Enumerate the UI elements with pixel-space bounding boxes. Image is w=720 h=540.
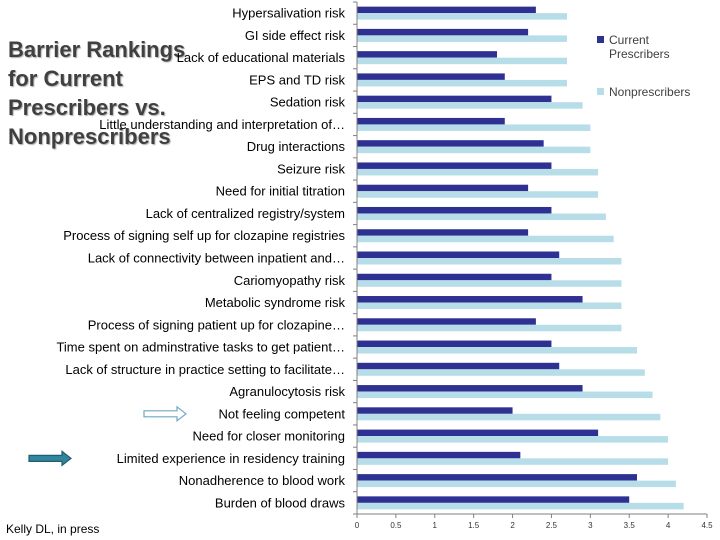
bar-group bbox=[357, 6, 684, 510]
x-tick-label: 1.5 bbox=[468, 521, 480, 530]
bar-current-prescribers-burden-of-blood-draws bbox=[357, 496, 630, 503]
bar-current-prescribers-process-of-signing-self-up-for-clozapine-registries bbox=[357, 229, 529, 236]
legend-swatch-nonprescribers bbox=[597, 88, 604, 95]
arrow-icon-not-feeling-competent bbox=[143, 405, 187, 423]
category-label-lack-of-structure-in-practice-setting-to-facilitate: Lack of structure in practice setting to… bbox=[65, 362, 345, 377]
category-label-nonadherence-to-blood-work: Nonadherence to blood work bbox=[179, 473, 346, 488]
bar-nonprescribers-lack-of-connectivity-between-inpatient-and bbox=[357, 258, 622, 265]
bar-current-prescribers-need-for-initial-titration bbox=[357, 184, 529, 192]
bar-nonprescribers-burden-of-blood-draws bbox=[357, 502, 684, 510]
bar-current-prescribers-process-of-signing-patient-up-for-clozapine bbox=[357, 318, 536, 325]
category-label-seizure-risk: Seizure risk bbox=[277, 161, 345, 176]
bar-current-prescribers-lack-of-structure-in-practice-setting-to-facilitate bbox=[357, 362, 560, 370]
x-tick-label: 0.5 bbox=[390, 521, 402, 530]
bar-current-prescribers-drug-interactions bbox=[357, 140, 544, 147]
bar-nonprescribers-hypersalivation-risk bbox=[357, 13, 567, 20]
bar-nonprescribers-lack-of-structure-in-practice-setting-to-facilitate bbox=[357, 369, 645, 376]
category-label-agranulocytosis-risk: Agranulocytosis risk bbox=[229, 384, 345, 399]
category-label-burden-of-blood-draws: Burden of blood draws bbox=[215, 495, 346, 510]
bar-current-prescribers-sedation-risk bbox=[357, 95, 552, 103]
x-tick-label: 3.5 bbox=[624, 521, 636, 530]
bar-nonprescribers-drug-interactions bbox=[357, 146, 591, 154]
category-label-time-spent-on-adminstrative-tasks-to-get-patient: Time spent on adminstrative tasks to get… bbox=[56, 340, 345, 355]
bar-nonprescribers-metabolic-syndrome-risk bbox=[357, 302, 622, 310]
category-label-lack-of-educational-materials: Lack of educational materials bbox=[177, 50, 346, 65]
bar-current-prescribers-time-spent-on-adminstrative-tasks-to-get-patient bbox=[357, 340, 552, 348]
bar-current-prescribers-lack-of-educational-materials bbox=[357, 51, 497, 58]
bar-nonprescribers-gi-side-effect-risk bbox=[357, 35, 567, 42]
category-label-metabolic-syndrome-risk: Metabolic syndrome risk bbox=[205, 295, 346, 310]
bar-current-prescribers-need-for-closer-monitoring bbox=[357, 429, 599, 437]
source-credit: Kelly DL, in press bbox=[6, 522, 100, 536]
category-label-process-of-signing-self-up-for-clozapine-registries: Process of signing self up for clozapine… bbox=[63, 228, 345, 243]
bar-nonprescribers-cariomyopathy-risk bbox=[357, 280, 622, 287]
category-label-gi-side-effect-risk: GI side effect risk bbox=[245, 28, 346, 43]
bar-nonprescribers-sedation-risk bbox=[357, 102, 583, 109]
x-tick-label: 2.5 bbox=[546, 521, 558, 530]
bar-nonprescribers-limited-experience-in-residency-training bbox=[357, 458, 669, 465]
bar-current-prescribers-cariomyopathy-risk bbox=[357, 273, 552, 281]
bar-current-prescribers-hypersalivation-risk bbox=[357, 6, 536, 14]
category-labels: Hypersalivation risk GI side effect risk L… bbox=[56, 6, 345, 511]
bar-nonprescribers-process-of-signing-patient-up-for-clozapine bbox=[357, 324, 622, 332]
legend-swatch-current-prescribers bbox=[597, 36, 604, 43]
category-label-eps-and-td-risk: EPS and TD risk bbox=[249, 72, 345, 87]
slide-title: Barrier Rankings for Current Prescribers… bbox=[8, 37, 186, 149]
bar-current-prescribers-metabolic-syndrome-risk bbox=[357, 296, 583, 303]
bar-current-prescribers-eps-and-td-risk bbox=[357, 73, 505, 80]
bar-nonprescribers-eps-and-td-risk bbox=[357, 79, 567, 87]
arrow-icon-limited-experience-in-residency-training bbox=[28, 450, 72, 467]
category-label-little-understanding-and-interpretation-of: Little understanding and interpretation … bbox=[99, 117, 345, 132]
bar-current-prescribers-limited-experience-in-residency-training bbox=[357, 451, 521, 459]
bar-nonprescribers-process-of-signing-self-up-for-clozapine-registries bbox=[357, 235, 614, 243]
x-tick-label: 4 bbox=[666, 521, 671, 530]
bar-nonprescribers-need-for-initial-titration bbox=[357, 191, 599, 198]
category-label-need-for-initial-titration: Need for initial titration bbox=[216, 184, 345, 199]
bar-current-prescribers-nonadherence-to-blood-work bbox=[357, 474, 637, 481]
legend-label-nonprescribers: Nonprescribers bbox=[609, 85, 690, 99]
category-label-limited-experience-in-residency-training: Limited experience in residency training bbox=[117, 451, 345, 466]
bar-current-prescribers-lack-of-connectivity-between-inpatient-and bbox=[357, 251, 560, 258]
category-label-sedation-risk: Sedation risk bbox=[270, 95, 346, 110]
x-tick-label: 3 bbox=[588, 521, 593, 530]
x-tick-label: 0 bbox=[355, 521, 360, 530]
category-label-drug-interactions: Drug interactions bbox=[247, 139, 346, 154]
bar-nonprescribers-need-for-closer-monitoring bbox=[357, 436, 669, 443]
bar-nonprescribers-nonadherence-to-blood-work bbox=[357, 480, 676, 488]
x-tick-label: 4.5 bbox=[701, 521, 713, 530]
legend-label-current-prescribers: Current Prescribers bbox=[609, 33, 670, 61]
bar-current-prescribers-gi-side-effect-risk bbox=[357, 28, 529, 36]
x-tick-label: 2 bbox=[510, 521, 515, 530]
category-label-need-for-closer-monitoring: Need for closer monitoring bbox=[193, 429, 345, 444]
bar-current-prescribers-seizure-risk bbox=[357, 162, 552, 169]
category-label-lack-of-connectivity-between-inpatient-and: Lack of connectivity between inpatient a… bbox=[88, 251, 345, 266]
category-label-not-feeling-competent: Not feeling competent bbox=[219, 406, 346, 421]
bar-current-prescribers-lack-of-centralized-registry-system bbox=[357, 206, 552, 214]
bar-nonprescribers-time-spent-on-adminstrative-tasks-to-get-patient bbox=[357, 347, 637, 354]
bar-nonprescribers-lack-of-centralized-registry-system bbox=[357, 213, 606, 220]
bar-nonprescribers-not-feeling-competent bbox=[357, 413, 661, 421]
annotation-arrows bbox=[28, 405, 187, 467]
bar-current-prescribers-not-feeling-competent bbox=[357, 407, 513, 414]
category-label-cariomyopathy-risk: Cariomyopathy risk bbox=[234, 273, 346, 288]
bar-nonprescribers-lack-of-educational-materials bbox=[357, 57, 567, 65]
bar-current-prescribers-little-understanding-and-interpretation-of bbox=[357, 117, 505, 125]
category-label-hypersalivation-risk: Hypersalivation risk bbox=[232, 6, 345, 21]
bar-current-prescribers-agranulocytosis-risk bbox=[357, 385, 583, 392]
bar-nonprescribers-seizure-risk bbox=[357, 168, 599, 176]
category-label-process-of-signing-patient-up-for-clozapine: Process of signing patient up for clozap… bbox=[88, 317, 345, 332]
bar-nonprescribers-little-understanding-and-interpretation-of bbox=[357, 124, 591, 131]
category-label-lack-of-centralized-registry-system: Lack of centralized registry/system bbox=[146, 206, 345, 221]
x-tick-label: 1 bbox=[433, 521, 438, 530]
bar-nonprescribers-agranulocytosis-risk bbox=[357, 391, 653, 399]
axes: 0 0.5 1 1.5 2 2.5 3 3.5 4 4.5 bbox=[353, 1, 713, 530]
legend: Current Prescribers Nonprescribers bbox=[597, 33, 690, 99]
